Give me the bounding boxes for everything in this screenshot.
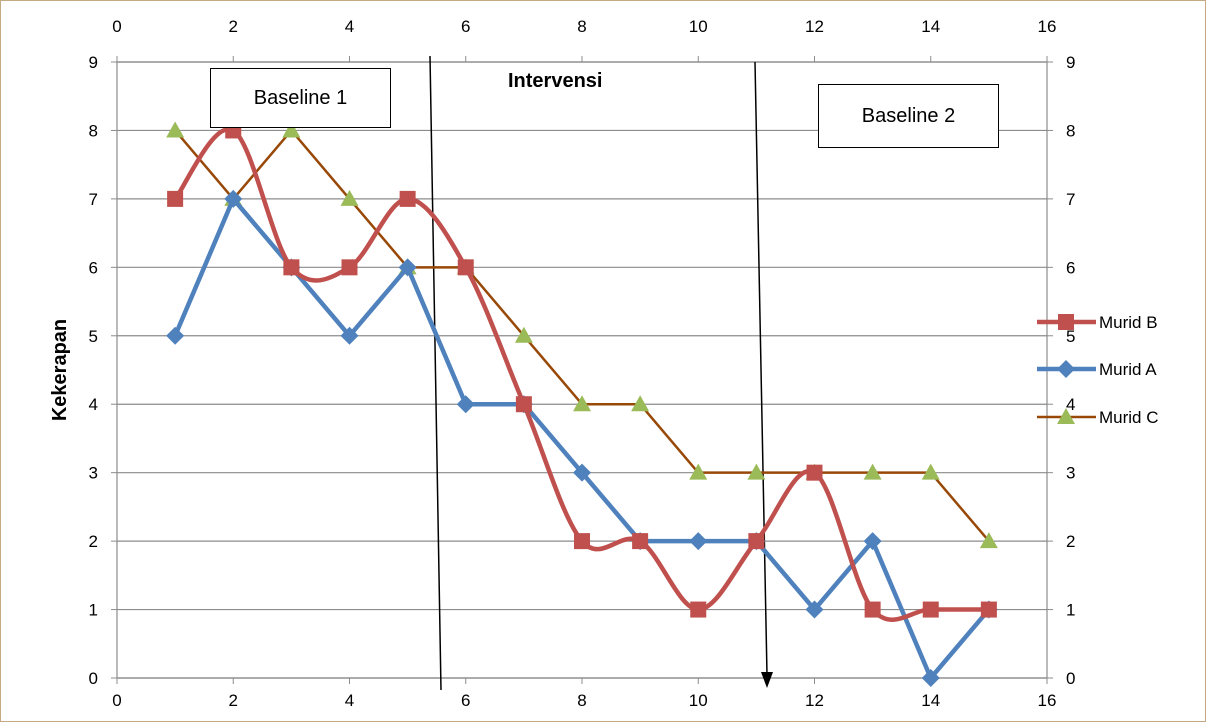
data-point-murid-c <box>921 463 940 480</box>
data-point-murid-b <box>341 259 358 276</box>
data-point-murid-c <box>747 463 766 480</box>
data-point-murid-c <box>282 121 301 138</box>
x-tick-label-top: 0 <box>112 17 121 36</box>
y-tick-label-right: 3 <box>1066 464 1075 483</box>
data-point-murid-b <box>167 190 184 207</box>
data-point-murid-b <box>632 533 649 550</box>
phase-divider-2 <box>754 61 768 676</box>
y-tick-label: 7 <box>89 190 98 209</box>
data-point-murid-b <box>457 259 474 276</box>
data-point-murid-b <box>806 464 823 481</box>
y-tick-label: 4 <box>89 395 98 414</box>
y-tick-label: 3 <box>89 464 98 483</box>
data-point-murid-a <box>921 669 940 687</box>
data-point-murid-a <box>863 532 882 551</box>
data-point-murid-b <box>690 601 707 618</box>
x-tick-label-top: 10 <box>689 17 708 36</box>
y-tick-label: 8 <box>89 121 98 140</box>
x-tick-label: 2 <box>229 691 238 710</box>
y-tick-label: 0 <box>89 669 98 688</box>
baseline-2-label: Baseline 2 <box>818 84 999 148</box>
y-tick-label-right: 0 <box>1066 669 1075 688</box>
data-point-murid-b <box>748 533 765 550</box>
y-tick-label: 2 <box>89 532 98 551</box>
legend-label-murid-c: Murid C <box>1099 408 1159 427</box>
data-point-murid-b <box>574 533 590 550</box>
data-point-murid-b <box>515 396 532 413</box>
intervensi-label: Intervensi <box>508 70 603 92</box>
x-tick-label: 4 <box>345 691 354 710</box>
x-tick-label: 10 <box>689 691 708 710</box>
legend-label-murid-a: Murid A <box>1099 360 1157 379</box>
data-point-murid-b <box>980 601 997 618</box>
data-point-murid-a <box>573 463 591 482</box>
arrow-head <box>761 672 773 688</box>
data-point-murid-a <box>166 326 185 345</box>
y-tick-label: 9 <box>89 53 98 72</box>
data-point-murid-b <box>283 259 300 276</box>
data-point-murid-c <box>979 532 998 549</box>
y-tick-label: 5 <box>89 327 98 346</box>
data-point-murid-c <box>514 326 533 343</box>
x-tick-label: 16 <box>1038 691 1057 710</box>
baseline-1-label: Baseline 1 <box>210 68 391 128</box>
x-tick-label: 8 <box>577 691 586 710</box>
data-point-murid-c <box>631 395 650 412</box>
data-point-murid-c <box>166 121 185 138</box>
y-tick-label-right: 7 <box>1066 190 1075 209</box>
data-point-murid-b <box>399 190 416 207</box>
y-axis-title: Kekerapan <box>49 319 71 421</box>
y-tick-label-right: 1 <box>1066 601 1075 620</box>
x-tick-label: 14 <box>921 691 940 710</box>
data-point-murid-a <box>456 395 475 414</box>
x-tick-label-top: 4 <box>345 17 354 36</box>
y-tick-label: 6 <box>89 258 98 277</box>
y-tick-label-right: 9 <box>1066 53 1075 72</box>
data-point-murid-c <box>340 189 359 206</box>
y-tick-label: 1 <box>89 601 98 620</box>
data-point-murid-a <box>689 532 708 551</box>
x-tick-label-top: 2 <box>229 17 238 36</box>
data-point-murid-c <box>863 463 882 480</box>
y-tick-label-right: 2 <box>1066 532 1075 551</box>
x-tick-label: 12 <box>805 691 824 710</box>
legend-marker-murid-c <box>1057 408 1075 424</box>
y-tick-label-right: 5 <box>1066 327 1075 346</box>
legend-marker-murid-a <box>1057 360 1075 378</box>
x-tick-label-top: 8 <box>577 17 586 36</box>
data-point-murid-a <box>805 600 824 619</box>
x-tick-label-top: 14 <box>921 17 940 36</box>
legend-label-murid-b: Murid B <box>1099 313 1158 332</box>
data-point-murid-a <box>224 189 243 208</box>
y-tick-label-right: 4 <box>1066 395 1075 414</box>
y-tick-label-right: 8 <box>1066 121 1075 140</box>
data-point-murid-a <box>340 326 359 345</box>
x-tick-label-top: 16 <box>1038 17 1057 36</box>
data-point-murid-b <box>922 601 939 618</box>
legend-marker-murid-b <box>1058 314 1074 330</box>
y-tick-label-right: 6 <box>1066 258 1075 277</box>
data-point-murid-c <box>689 463 708 480</box>
phase-divider-1 <box>429 55 442 691</box>
x-tick-label: 0 <box>112 691 121 710</box>
data-point-murid-c <box>573 395 591 412</box>
data-point-murid-a <box>398 258 417 277</box>
x-tick-label: 6 <box>461 691 470 710</box>
x-tick-label-top: 6 <box>461 17 470 36</box>
data-point-murid-b <box>864 601 881 618</box>
x-tick-label-top: 12 <box>805 17 824 36</box>
